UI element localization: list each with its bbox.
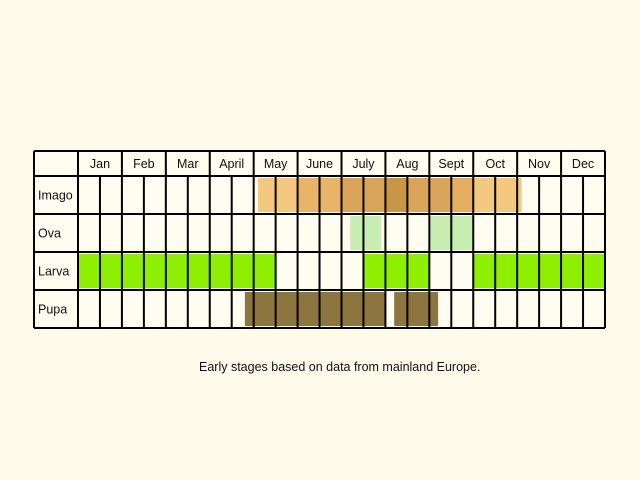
period-bar-ova-0 xyxy=(350,216,382,250)
period-bar-imago-3 xyxy=(385,178,408,212)
stage-label-ova: Ova xyxy=(38,227,61,241)
month-header-june: June xyxy=(306,157,333,171)
month-header-mar: Mar xyxy=(177,157,199,171)
month-header-april: April xyxy=(219,157,244,171)
month-header-oct: Oct xyxy=(485,157,505,171)
period-bar-imago-5 xyxy=(451,178,474,212)
month-header-may: May xyxy=(264,157,288,171)
stage-label-larva: Larva xyxy=(38,265,69,279)
stage-label-pupa: Pupa xyxy=(38,303,67,317)
period-bar-pupa-0 xyxy=(244,292,386,326)
month-header-sept: Sept xyxy=(438,157,464,171)
month-header-dec: Dec xyxy=(572,157,594,171)
month-header-jan: Jan xyxy=(90,157,110,171)
period-bar-larva-1 xyxy=(363,254,430,288)
stage-label-imago: Imago xyxy=(38,189,73,203)
month-header-nov: Nov xyxy=(528,157,551,171)
month-header-july: July xyxy=(352,157,375,171)
month-header-aug: Aug xyxy=(396,157,418,171)
period-bar-pupa-1 xyxy=(394,292,439,326)
chart-caption: Early stages based on data from mainland… xyxy=(199,360,481,374)
period-bar-imago-0 xyxy=(258,178,298,212)
period-bar-imago-6 xyxy=(473,178,522,212)
period-bar-larva-0 xyxy=(78,254,276,288)
month-header-feb: Feb xyxy=(133,157,155,171)
